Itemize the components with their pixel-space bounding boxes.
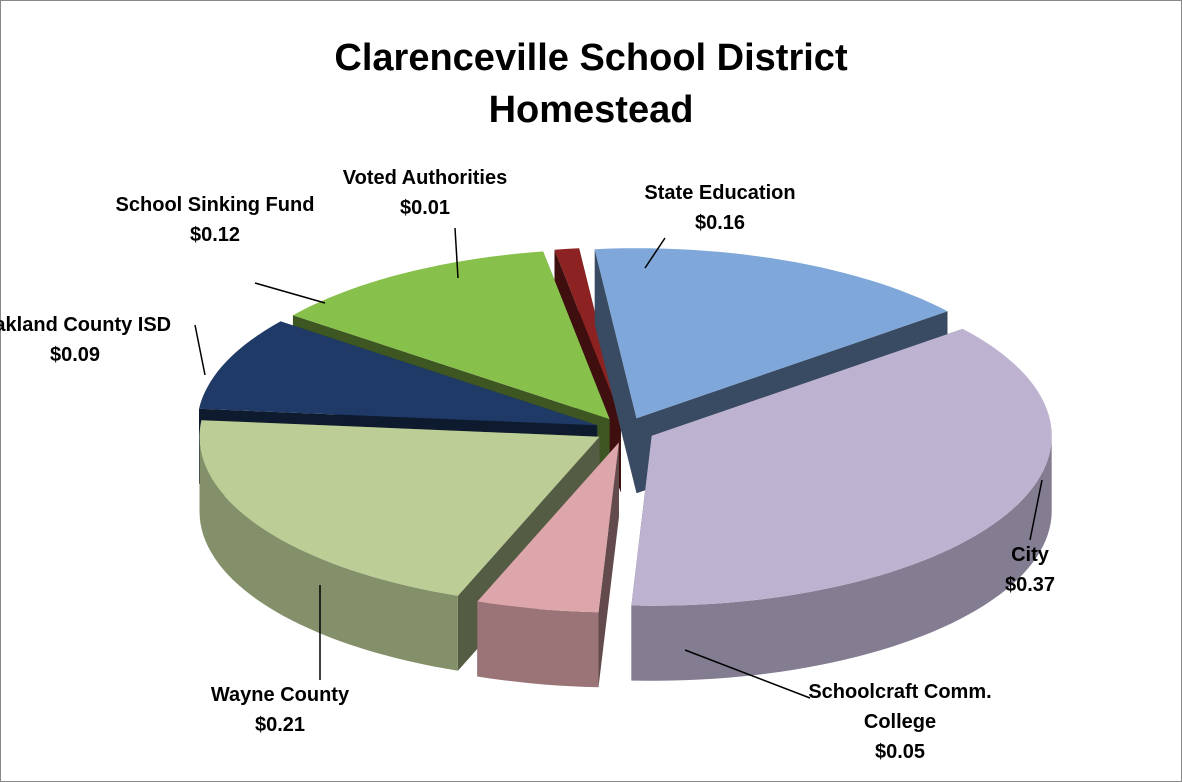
slice-label: School Sinking Fund <box>115 194 315 216</box>
pie-slice <box>292 251 610 420</box>
slice-label: City <box>1011 544 1049 566</box>
slice-wall <box>477 601 599 688</box>
slice-value-label: $0.37 <box>1004 574 1056 596</box>
slice-value-label: $0.09 <box>49 344 101 366</box>
pie-slice <box>477 442 619 613</box>
pie-slice <box>631 328 1052 606</box>
leader-line <box>254 282 326 304</box>
slice-value-label: $0.01 <box>399 197 451 219</box>
slice-wall <box>199 436 458 671</box>
slice-label: Wayne County <box>210 684 350 706</box>
slice-value-label: $0.12 <box>189 224 241 246</box>
leader-line <box>684 649 811 699</box>
leader-line <box>1029 479 1043 541</box>
pie-slice <box>594 248 948 419</box>
slice-value-label: $0.21 <box>254 714 306 736</box>
slice-wall <box>631 435 1052 681</box>
slice-label: Oakland County ISD <box>0 314 172 336</box>
chart-title: Clarenceville School District Homestead <box>334 37 848 131</box>
slice-label: State Education <box>644 182 796 204</box>
slice-value-label: $0.16 <box>694 212 746 234</box>
leader-line <box>194 324 206 376</box>
slice-side <box>594 249 637 494</box>
leader-line <box>454 227 459 279</box>
pie-slice <box>199 321 598 426</box>
slice-label: Schoolcraft Comm. College <box>808 681 992 733</box>
pie-slice <box>199 420 600 596</box>
slice-label: Voted Authorities <box>342 167 508 189</box>
slice-value-label: $0.05 <box>874 741 926 763</box>
leader-line <box>644 237 666 269</box>
pie-slice <box>554 248 621 418</box>
